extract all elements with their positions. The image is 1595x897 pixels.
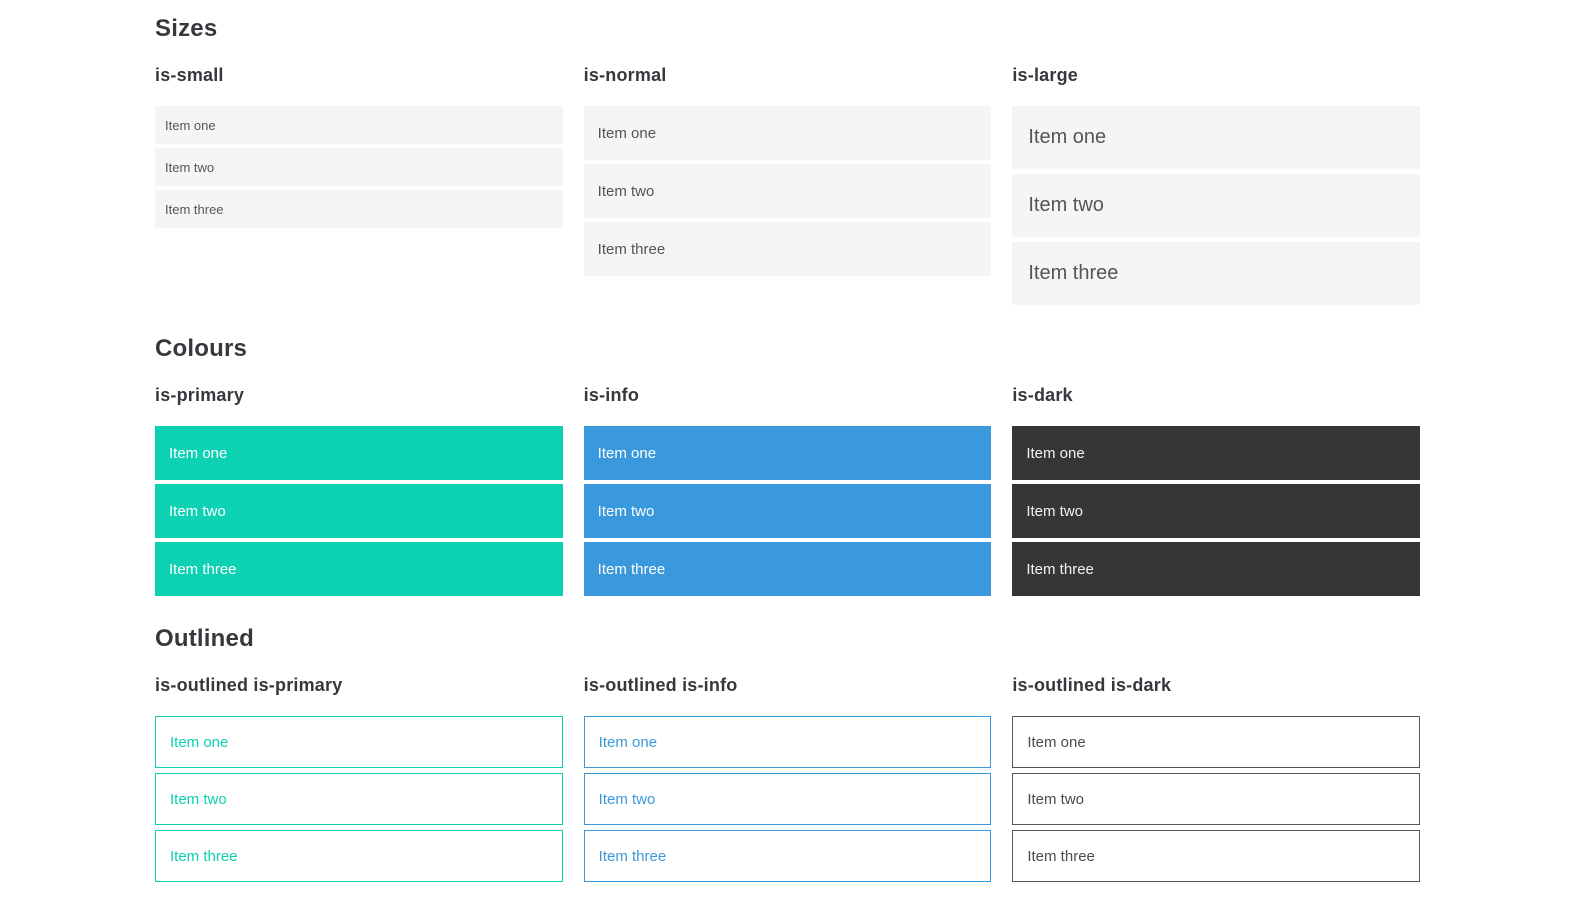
list-item[interactable]: Item three xyxy=(1012,830,1421,882)
column-is-outlined-is-info: is-outlined is-info Item one Item two It… xyxy=(583,674,992,887)
list-outlined-primary: Item one Item two Item three xyxy=(155,716,563,882)
list-item[interactable]: Item two xyxy=(155,484,563,538)
content-container: Sizes is-small Item one Item two Item th… xyxy=(155,0,1421,887)
column-title: is-primary xyxy=(155,385,245,405)
list-item[interactable]: Item two xyxy=(155,773,563,825)
outlined-columns: is-outlined is-primary Item one Item two… xyxy=(155,674,1421,887)
list-item[interactable]: Item two xyxy=(583,773,992,825)
list-item[interactable]: Item two xyxy=(1012,484,1421,538)
column-is-outlined-is-primary: is-outlined is-primary Item one Item two… xyxy=(155,674,563,887)
list-small: Item one Item two Item three xyxy=(155,106,563,228)
list-item[interactable]: Item one xyxy=(1012,106,1421,169)
list-item[interactable]: Item three xyxy=(155,542,563,596)
colours-columns: is-primary Item one Item two Item three … xyxy=(155,384,1421,600)
list-item[interactable]: Item three xyxy=(583,542,992,596)
list-item[interactable]: Item two xyxy=(1012,773,1421,825)
column-title: is-large xyxy=(1012,65,1078,85)
column-title: is-normal xyxy=(583,65,667,85)
list-item[interactable]: Item one xyxy=(583,716,992,768)
list-primary: Item one Item two Item three xyxy=(155,426,563,596)
list-item[interactable]: Item three xyxy=(1012,542,1421,596)
section-sizes: Sizes is-small Item one Item two Item th… xyxy=(155,14,1421,310)
column-title: is-outlined is-primary xyxy=(155,675,343,695)
list-item[interactable]: Item one xyxy=(155,106,563,144)
column-is-dark: is-dark Item one Item two Item three xyxy=(1012,384,1421,600)
list-item[interactable]: Item one xyxy=(1012,426,1421,480)
list-item[interactable]: Item one xyxy=(155,426,563,480)
list-outlined-dark: Item one Item two Item three xyxy=(1012,716,1421,882)
column-is-small: is-small Item one Item two Item three xyxy=(155,64,563,310)
list-item[interactable]: Item three xyxy=(1012,242,1421,305)
list-item[interactable]: Item one xyxy=(583,106,992,160)
list-item[interactable]: Item two xyxy=(583,484,992,538)
list-large: Item one Item two Item three xyxy=(1012,106,1421,305)
list-item[interactable]: Item two xyxy=(155,148,563,186)
section-title-sizes: Sizes xyxy=(155,15,218,42)
list-dark: Item one Item two Item three xyxy=(1012,426,1421,596)
column-title: is-outlined is-dark xyxy=(1012,675,1172,695)
list-info: Item one Item two Item three xyxy=(583,426,992,596)
sizes-columns: is-small Item one Item two Item three is… xyxy=(155,64,1421,310)
column-is-outlined-is-dark: is-outlined is-dark Item one Item two It… xyxy=(1012,674,1421,887)
section-title-outlined: Outlined xyxy=(155,625,254,652)
list-outlined-info: Item one Item two Item three xyxy=(583,716,992,882)
column-title: is-dark xyxy=(1012,385,1073,405)
list-item[interactable]: Item one xyxy=(583,426,992,480)
column-is-normal: is-normal Item one Item two Item three xyxy=(583,64,992,310)
column-title: is-info xyxy=(583,385,640,405)
list-item[interactable]: Item three xyxy=(155,830,563,882)
column-title: is-small xyxy=(155,65,224,85)
column-is-primary: is-primary Item one Item two Item three xyxy=(155,384,563,600)
section-colours: Colours is-primary Item one Item two Ite… xyxy=(155,334,1421,600)
section-outlined: Outlined is-outlined is-primary Item one… xyxy=(155,624,1421,887)
column-is-large: is-large Item one Item two Item three xyxy=(1012,64,1421,310)
list-item[interactable]: Item one xyxy=(155,716,563,768)
list-normal: Item one Item two Item three xyxy=(583,106,992,276)
section-title-colours: Colours xyxy=(155,335,248,362)
list-item[interactable]: Item three xyxy=(583,830,992,882)
list-item[interactable]: Item two xyxy=(1012,174,1421,237)
list-item[interactable]: Item three xyxy=(155,190,563,228)
list-item[interactable]: Item three xyxy=(583,222,992,276)
list-item[interactable]: Item two xyxy=(583,164,992,218)
column-title: is-outlined is-info xyxy=(583,675,738,695)
column-is-info: is-info Item one Item two Item three xyxy=(583,384,992,600)
list-item[interactable]: Item one xyxy=(1012,716,1421,768)
